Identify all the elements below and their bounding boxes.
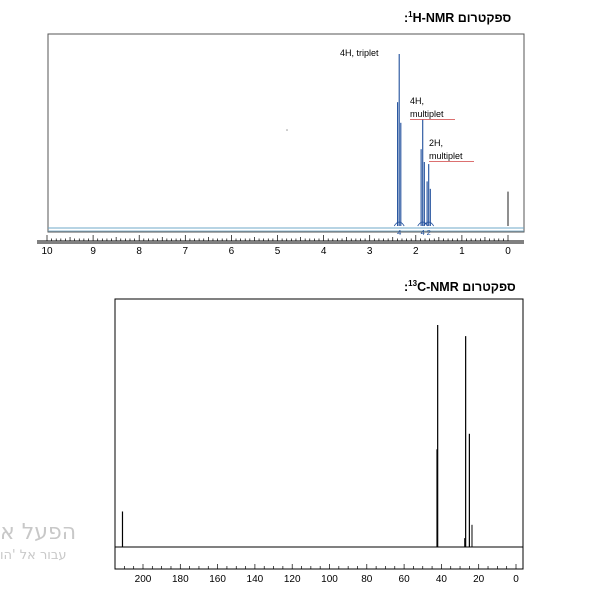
cnmr-tick-label: 40 (436, 574, 448, 585)
hnmr-integration-label: 4 (421, 228, 425, 237)
hnmr-annotation-label: 4H, triplet (340, 48, 379, 58)
cnmr-tick-label: 200 (135, 574, 152, 585)
cnmr-tick-label: 0 (513, 574, 519, 585)
hnmr-tick-label: 2 (413, 246, 419, 257)
cnmr-tick-label: 140 (247, 574, 264, 585)
hnmr-tick-label: 5 (275, 246, 281, 257)
hnmr-speck (286, 129, 288, 131)
hnmr-annotation-label: 4H, (410, 96, 424, 106)
hnmr-title-sup: 1 (408, 10, 413, 19)
cnmr-plot-frame (114, 298, 524, 570)
hnmr-tick-label: 7 (183, 246, 189, 257)
cnmr-chart: 200 180 160 140 120 100 80 60 40 20 0 (114, 298, 524, 585)
hnmr-tick-label: 1 (459, 246, 465, 257)
hnmr-tick-label: 9 (90, 246, 96, 257)
cnmr-title-sup: 13 (408, 279, 418, 288)
hnmr-tick-label: 3 (367, 246, 373, 257)
hnmr-chart: 10 9 8 7 6 5 4 3 2 1 04 4 24H, triplet4H,multiplet2H… (37, 33, 525, 257)
hnmr-integration-label: 4 (397, 228, 401, 237)
cnmr-tick-label: 100 (321, 574, 338, 585)
hnmr-plot-frame (47, 33, 525, 233)
hnmr-tick-label: 10 (41, 246, 53, 257)
hnmr-tick-label: 8 (136, 246, 142, 257)
cnmr-tick-label: 180 (172, 574, 189, 585)
cnmr-tick-label: 60 (399, 574, 411, 585)
hnmr-peak-base (423, 221, 435, 227)
hnmr-annotation-label: 2H, (429, 138, 443, 148)
cnmr-tick-label: 120 (284, 574, 301, 585)
cnmr-tick-label: 160 (209, 574, 226, 585)
cnmr-title-prefix: : (404, 280, 409, 295)
hnmr-integration-label: 2 (427, 228, 431, 237)
hnmr-annotation-label: multiplet (429, 151, 463, 161)
cnmr-tick-label: 20 (473, 574, 485, 585)
hnmr-tick-label: 6 (229, 246, 235, 257)
hnmr-title-prefix: : (404, 11, 409, 26)
cnmr-title-text: C-NMR ספקטרום (417, 280, 516, 295)
hnmr-tick-label: 4 (321, 246, 327, 257)
cnmr-title: :13C-NMR ספקטרום (404, 279, 516, 294)
hnmr-peak-base (393, 221, 405, 227)
cnmr-tick-label: 80 (361, 574, 373, 585)
hnmr-title: :1H-NMR ספקטרום (404, 10, 511, 25)
hnmr-tick-label: 0 (505, 246, 511, 257)
hnmr-title-text: H-NMR ספקטרום (412, 11, 512, 26)
watermark-line2: עבור אל 'הו (0, 548, 67, 563)
hnmr-annotation-label: multiplet (410, 109, 444, 119)
watermark-line1: הפעל א (0, 520, 77, 545)
